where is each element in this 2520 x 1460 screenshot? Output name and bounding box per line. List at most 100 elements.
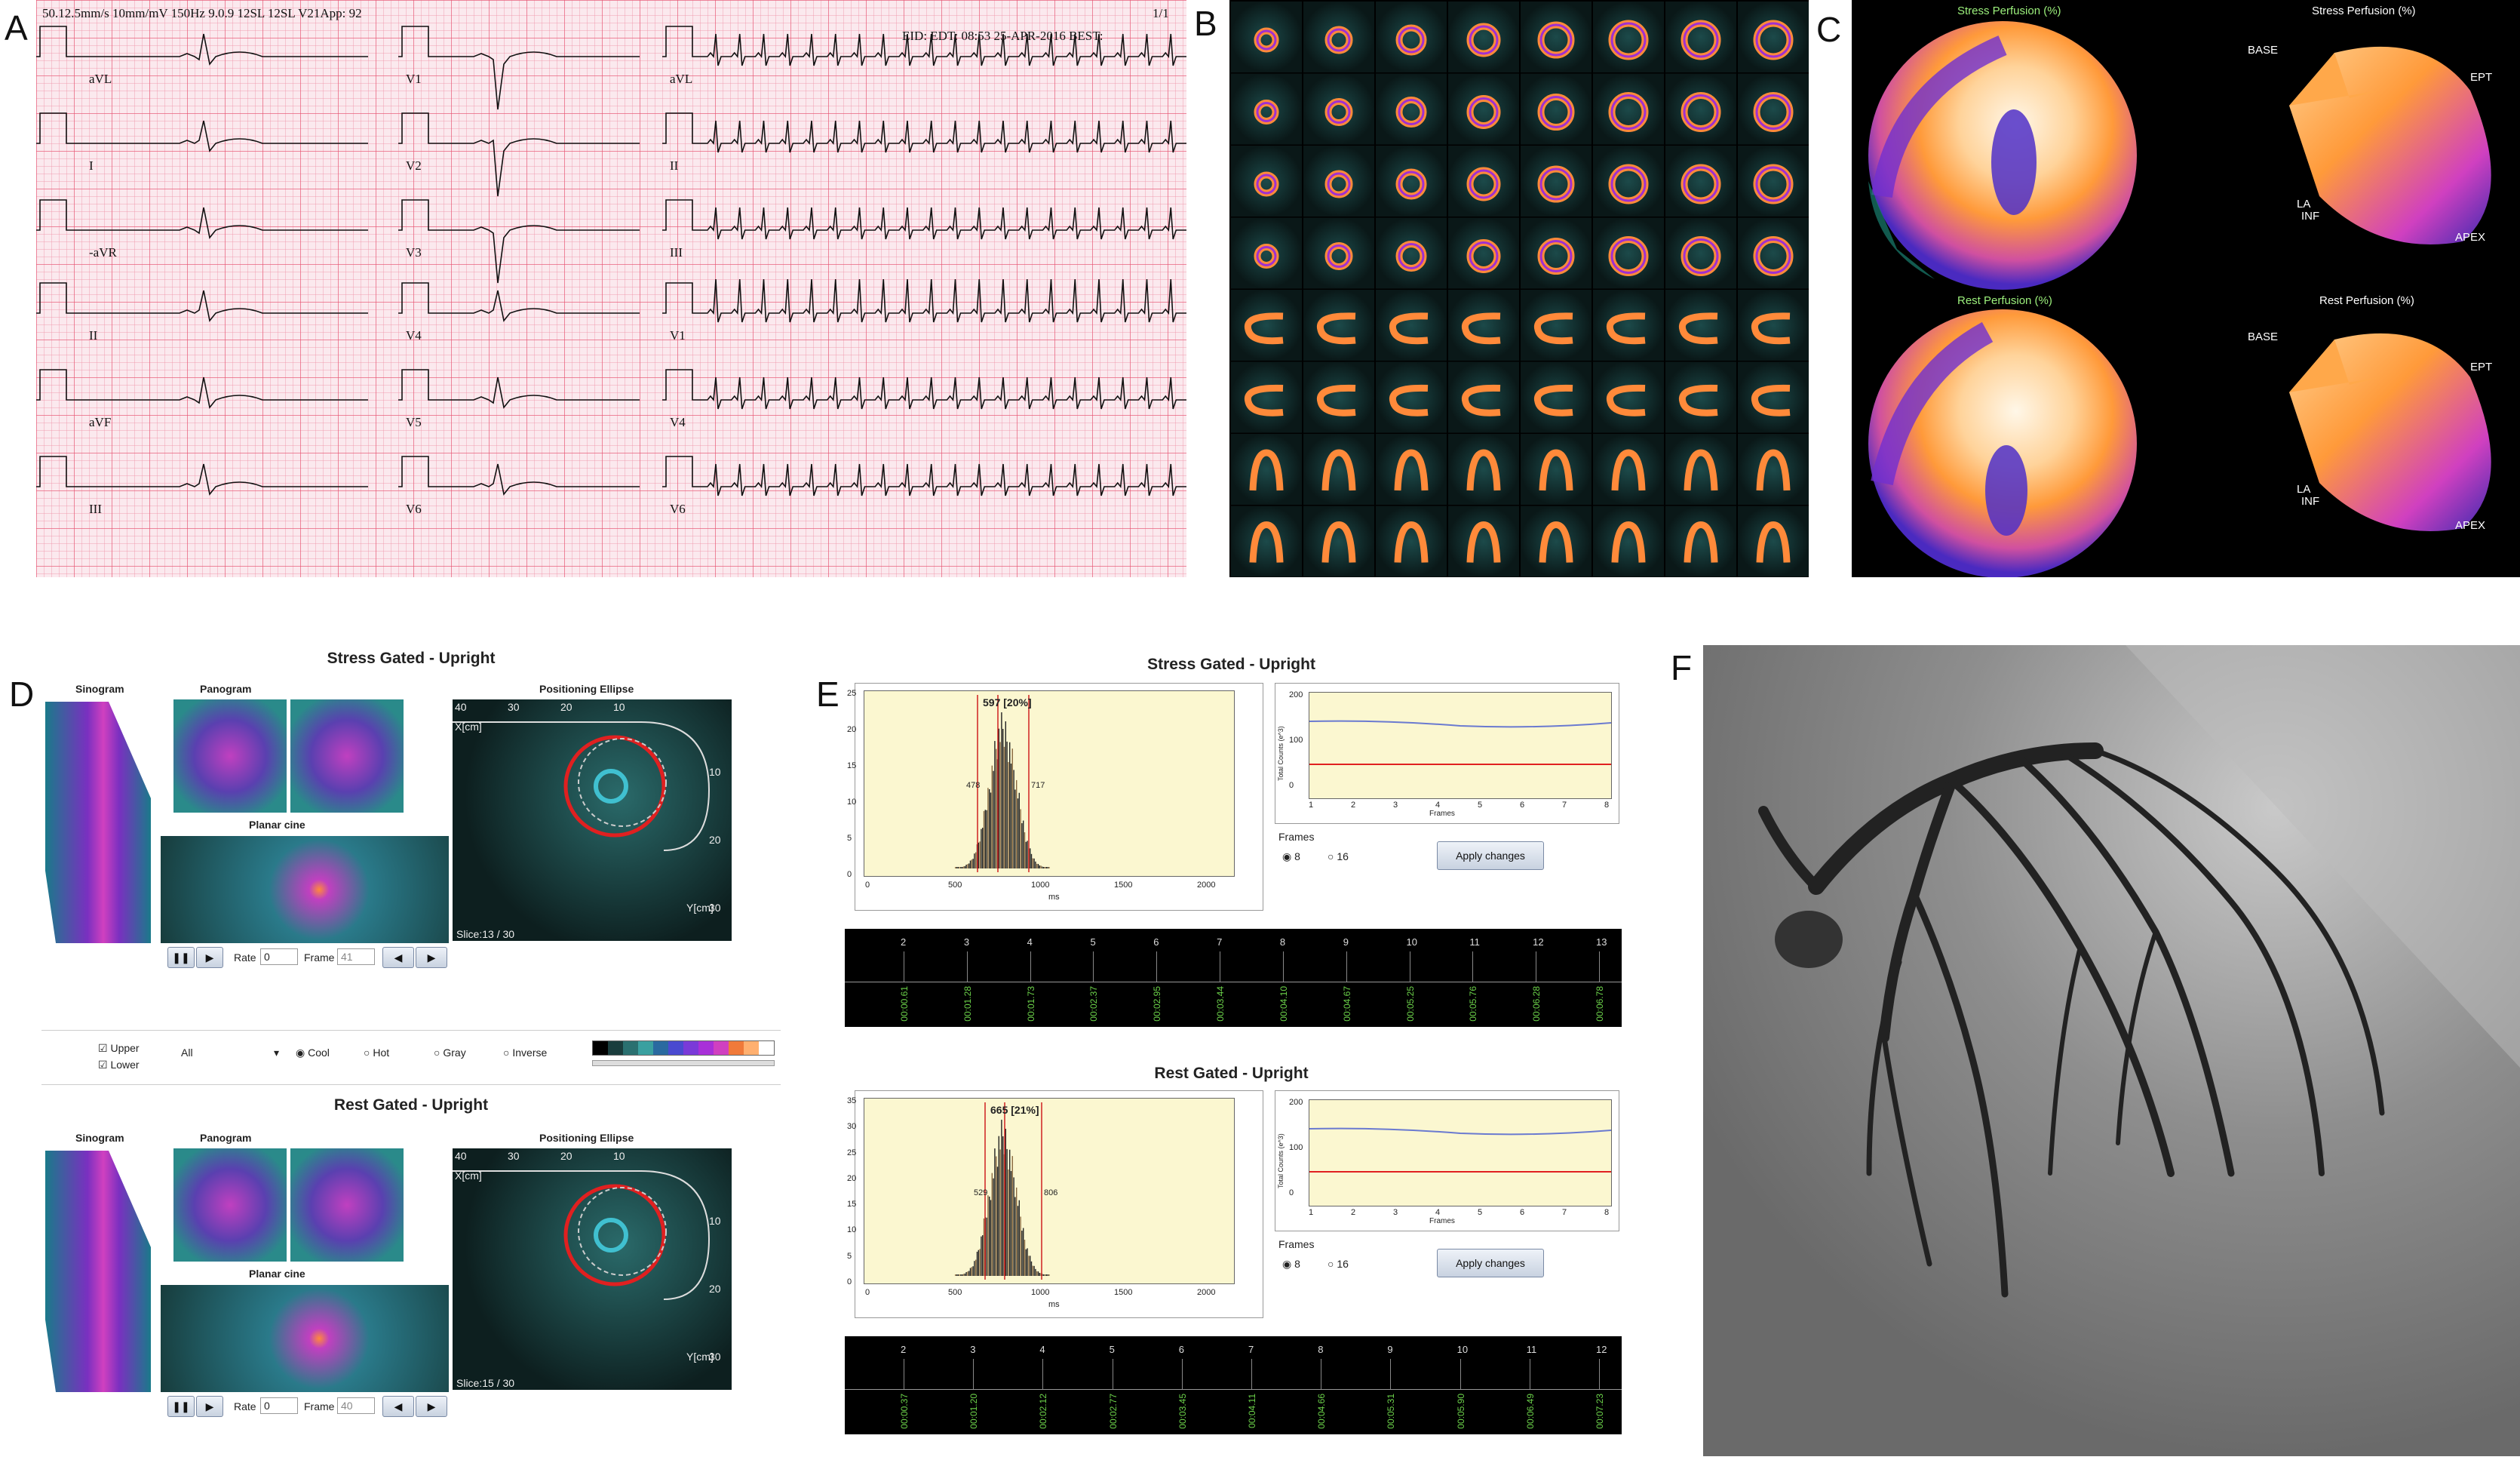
pause-button[interactable]: ❚❚ — [167, 1396, 195, 1417]
frames-8-radio[interactable]: ◉ 8 — [1282, 1258, 1300, 1270]
positioning-circle[interactable] — [563, 735, 666, 838]
palette-gray-radio[interactable]: ○ Gray — [434, 1047, 466, 1059]
next-frame-button[interactable]: ▶ — [416, 1396, 447, 1417]
lower-label: Lower — [110, 1059, 140, 1071]
histogram-bar — [968, 863, 970, 868]
prev-frame-button[interactable]: ◀ — [382, 947, 414, 968]
timeline-time: 00:01.73 — [1025, 986, 1036, 1022]
frames-tick: 6 — [1520, 1208, 1525, 1217]
play-button[interactable]: ▶ — [196, 947, 223, 968]
filter-select[interactable]: All ▾ — [181, 1047, 279, 1059]
frames-tick: 8 — [1604, 801, 1610, 810]
spect-slice-cell — [1303, 146, 1374, 217]
myocardium-ring-inner — [1755, 166, 1791, 202]
rate-input[interactable]: 0 — [260, 1397, 298, 1414]
positioning-circle[interactable] — [563, 1184, 666, 1286]
histogram-bar — [982, 828, 984, 868]
sinogram-label: Sinogram — [75, 683, 124, 695]
myocardium-ring-inner — [1469, 169, 1499, 199]
polar-map-panel: Stress Perfusion (%) Stress Perfusion (%… — [1852, 0, 2520, 577]
y-tick: 15 — [847, 761, 857, 770]
play-button[interactable]: ▶ — [196, 1396, 223, 1417]
myocardium-arch — [1539, 449, 1573, 491]
upper-checkbox[interactable]: ☑ Upper — [98, 1042, 140, 1054]
spect-slice-cell — [1665, 146, 1736, 217]
ecg-trace — [662, 369, 1186, 410]
timeline-tick — [1599, 951, 1600, 982]
histogram-bar — [1001, 712, 1002, 868]
histogram-bar — [971, 859, 972, 868]
palette-inverse-radio[interactable]: ○ Inverse — [503, 1047, 548, 1059]
histogram-bar — [1039, 865, 1040, 868]
next-frame-button[interactable]: ▶ — [416, 947, 447, 968]
color-scale-slider[interactable] — [592, 1060, 775, 1066]
timeline-frame-number: 4 — [1027, 936, 1033, 948]
spect-slice-cell — [1376, 434, 1447, 505]
histogram-bar — [1047, 1274, 1048, 1276]
histogram-bar — [1030, 853, 1033, 868]
timeline-frame-number: 6 — [1153, 936, 1159, 948]
y-tick: 25 — [847, 1148, 857, 1157]
palette-inverse-label: Inverse — [512, 1047, 548, 1059]
histogram-bar — [1025, 1249, 1027, 1276]
histogram-frame — [855, 683, 1263, 911]
inf-label: INF — [2301, 210, 2320, 223]
frame-input[interactable]: 40 — [337, 1397, 375, 1414]
myocardium-arc — [1533, 384, 1573, 416]
panel-label-a: A — [5, 8, 28, 48]
frames-16-radio[interactable]: ○ 16 — [1328, 1258, 1349, 1270]
prev-frame-button[interactable]: ◀ — [382, 1396, 414, 1417]
la-label: LA — [2297, 198, 2311, 211]
myocardium-arch — [1611, 521, 1646, 563]
frames-tick: 7 — [1562, 1208, 1567, 1217]
histogram-bar — [1009, 742, 1011, 868]
ecg-lead-label: aVL — [89, 72, 112, 86]
rate-input[interactable]: 0 — [260, 948, 298, 965]
histogram-bar — [989, 1196, 990, 1276]
rest-gated-title: Rest Gated - Upright — [333, 1096, 489, 1114]
divider — [41, 1030, 781, 1031]
histogram-bar — [1014, 1197, 1016, 1276]
ecg-trace — [36, 369, 368, 409]
ecg-trace — [398, 456, 640, 496]
palette-hot-radio[interactable]: ○ Hot — [364, 1047, 390, 1059]
window-high-label: 717 — [1031, 781, 1045, 790]
histogram-bar — [1013, 770, 1014, 868]
counts-curve — [1309, 720, 1612, 728]
ecg-lead-label: III — [670, 245, 683, 260]
spect-slice-cell — [1231, 506, 1302, 577]
spect-slice-cell — [1303, 434, 1374, 505]
timeline-time: 00:05.90 — [1455, 1394, 1466, 1429]
frames-16-radio[interactable]: ○ 16 — [1328, 850, 1349, 862]
palette-cool-radio[interactable]: ◉ Cool — [296, 1047, 330, 1059]
frames-label: Frames — [1278, 1238, 1315, 1250]
rest-histogram-title: Rest Gated - Upright — [1154, 1065, 1309, 1082]
pause-button[interactable]: ❚❚ — [167, 947, 195, 968]
frames-8-radio[interactable]: ◉ 8 — [1282, 850, 1300, 862]
apply-changes-button[interactable]: Apply changes — [1437, 1249, 1544, 1277]
histogram-bar — [989, 788, 990, 868]
axis-curve — [453, 721, 711, 851]
myocardium-ring-inner — [1327, 28, 1351, 52]
x-tick: 2000 — [1197, 881, 1216, 890]
panogram-image-2 — [290, 1148, 404, 1262]
histogram-bar — [1045, 1274, 1047, 1276]
base-label: BASE — [2248, 44, 2279, 57]
ecg-trace — [36, 199, 368, 239]
frame-input[interactable]: 41 — [337, 948, 375, 965]
ellipse-overlay — [453, 721, 711, 851]
counts-plot — [1309, 1099, 1612, 1206]
upper-label: Upper — [110, 1042, 140, 1054]
spect-slice-cell — [1593, 217, 1664, 289]
color-swatch — [593, 1041, 608, 1055]
frame-label: Frame — [304, 951, 335, 964]
color-swatch — [698, 1041, 714, 1055]
lower-checkbox[interactable]: ☑ Lower — [98, 1059, 140, 1071]
frames-tick: 2 — [1351, 1208, 1356, 1217]
angiogram-vessels — [1703, 645, 2520, 1456]
myocardium-ring-inner — [1398, 26, 1425, 54]
histogram-bar — [1021, 823, 1023, 868]
timeline-time: 00:00.61 — [899, 986, 910, 1022]
apply-changes-button[interactable]: Apply changes — [1437, 841, 1544, 870]
slice-indicator: Slice:15 / 30 — [456, 1377, 515, 1389]
